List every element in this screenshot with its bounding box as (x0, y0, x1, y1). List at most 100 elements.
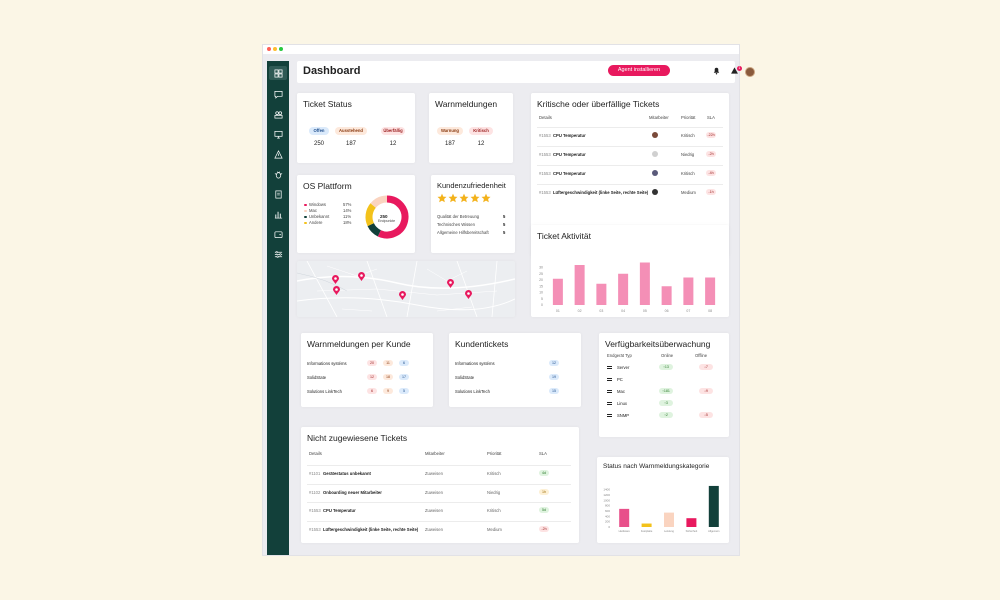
monitor-icon[interactable] (272, 128, 284, 140)
assign-link[interactable]: Zuweisen (425, 526, 443, 532)
ticket-activity-card: Ticket Aktivität 0 5 10 15 20 25 30 01 02 03 04 05 0… (531, 225, 729, 317)
donut-slice (367, 222, 382, 237)
assign-link[interactable]: Zuweisen (425, 508, 443, 513)
warning-pill[interactable]: Warnung (437, 127, 463, 135)
card-title: Warnmeldungen (435, 99, 498, 109)
chart-icon[interactable] (272, 208, 284, 220)
close-dot[interactable] (267, 47, 271, 51)
star-icon (481, 193, 491, 203)
legend-label: Mac (309, 208, 317, 213)
y-tick-label: 30 (539, 266, 543, 270)
sidebar (267, 61, 289, 555)
legend-value: 57% (343, 202, 352, 207)
status-pill[interactable]: Offen (309, 127, 329, 135)
table-header: SLA (707, 115, 715, 120)
settings-icon[interactable] (272, 248, 284, 260)
customer-name[interactable]: SolidState (307, 375, 327, 380)
ticket-name[interactable]: CPU Temperatur (553, 152, 586, 157)
warning-count: 9 (383, 388, 393, 394)
install-agent-button[interactable]: Agent installieren (608, 65, 670, 76)
customer-name[interactable]: Informations systéms (307, 361, 347, 366)
x-tick-label: Allgemein (708, 529, 720, 533)
status-pill[interactable]: Überfällig (381, 127, 405, 135)
donut-center-label: Endpunkte (378, 219, 396, 223)
ticket-id: #1553 (539, 171, 551, 176)
offline-badge: ↓7 (699, 364, 713, 370)
priority: Kritisch (681, 171, 695, 176)
warning-count: 12 (477, 141, 485, 147)
customer-name[interactable]: Solutions LinkTech (455, 389, 490, 394)
rating-label: Technisches Wissen (437, 222, 475, 227)
online-badge: ↑3 (659, 400, 673, 406)
map-pin-icon[interactable] (465, 290, 472, 299)
row-divider (307, 483, 571, 485)
ticket-name[interactable]: Gerätestatus unbekannt (323, 471, 371, 476)
ticket-name[interactable]: Lüftergeschwindigkeit (linke Seite, rech… (553, 190, 649, 195)
status-pill[interactable]: Ausstehend (335, 127, 367, 135)
document-icon[interactable] (272, 188, 284, 200)
map-pin-icon[interactable] (333, 286, 340, 295)
y-tick-label: 600 (605, 509, 610, 513)
legend-dot (304, 215, 307, 218)
map-pin-icon[interactable] (447, 279, 454, 288)
assign-link[interactable]: Zuweisen (425, 489, 443, 495)
legend-dot (304, 203, 307, 206)
map-pin-icon[interactable] (332, 275, 339, 284)
x-tick-label: Hardware (619, 529, 631, 533)
x-tick-label: 08 (708, 309, 712, 313)
online-badge: ↑13 (659, 364, 673, 370)
donut-center-value: 250 (380, 214, 388, 219)
alert-icon[interactable] (272, 148, 284, 160)
star-icon (437, 193, 447, 203)
row-divider (537, 146, 723, 147)
x-tick-label: 03 (599, 309, 603, 313)
customer-name[interactable]: Informations systéms (455, 361, 495, 366)
info-count: 6 (399, 360, 409, 366)
ticket-count: 19 (549, 374, 559, 380)
warning-pill[interactable]: Kritisch (469, 127, 493, 135)
users-icon[interactable] (272, 108, 284, 120)
table-header: Mitarbeiter (425, 451, 445, 456)
critical-count: 12 (367, 374, 377, 380)
row-divider (537, 165, 723, 166)
y-tick-label: 15 (539, 284, 543, 288)
map-card[interactable] (297, 261, 515, 317)
table-header: Endgerät Typ (607, 353, 632, 358)
availability-card: Verfügbarkeitsüberwachung Endgerät Typ On… (599, 333, 729, 437)
donut-slice (365, 203, 377, 227)
map-pin-icon[interactable] (399, 291, 406, 300)
activity-bar (683, 277, 694, 305)
dashboard-icon[interactable] (269, 66, 287, 80)
bell-icon[interactable] (712, 66, 721, 75)
bug-icon[interactable] (272, 168, 284, 180)
maximize-dot[interactable] (279, 47, 283, 51)
ticket-name[interactable]: Lüftergeschwindigkeit (linke Seite, rech… (323, 526, 419, 532)
wallet-icon[interactable] (272, 228, 284, 240)
chat-icon[interactable] (272, 88, 284, 100)
os-donut-chart (365, 195, 409, 239)
avatar[interactable] (745, 67, 755, 77)
minimize-dot[interactable] (273, 47, 277, 51)
warnings-card: Warnmeldungen Warnung 187 Kritisch 12 (429, 93, 513, 163)
customer-name[interactable]: Solutions LinkTech (307, 389, 342, 394)
ticket-name[interactable]: CPU Temperatur (553, 133, 586, 138)
y-tick-label: 10 (539, 291, 543, 295)
x-tick-label: 04 (621, 309, 625, 313)
warning-icon[interactable] (730, 66, 739, 75)
device-icon (607, 378, 612, 381)
card-title: Warnmeldungen per Kunde (307, 339, 411, 349)
device-type: Mac (617, 389, 625, 394)
customer-name[interactable]: SolidState (455, 375, 475, 380)
activity-bar (596, 283, 607, 305)
map-pin-icon[interactable] (358, 272, 365, 281)
map[interactable] (297, 261, 515, 317)
ticket-name[interactable]: CPU Temperatur (323, 508, 356, 513)
ticket-name[interactable]: CPU Temperatur (553, 171, 586, 176)
sla-badge: -1h (706, 189, 716, 195)
x-tick-label: Festplatte (641, 529, 653, 533)
assign-link[interactable]: Zuweisen (425, 471, 443, 476)
ticket-name[interactable]: Onboarding neuer Mitarbeiter (323, 489, 382, 495)
row-divider (307, 520, 571, 522)
